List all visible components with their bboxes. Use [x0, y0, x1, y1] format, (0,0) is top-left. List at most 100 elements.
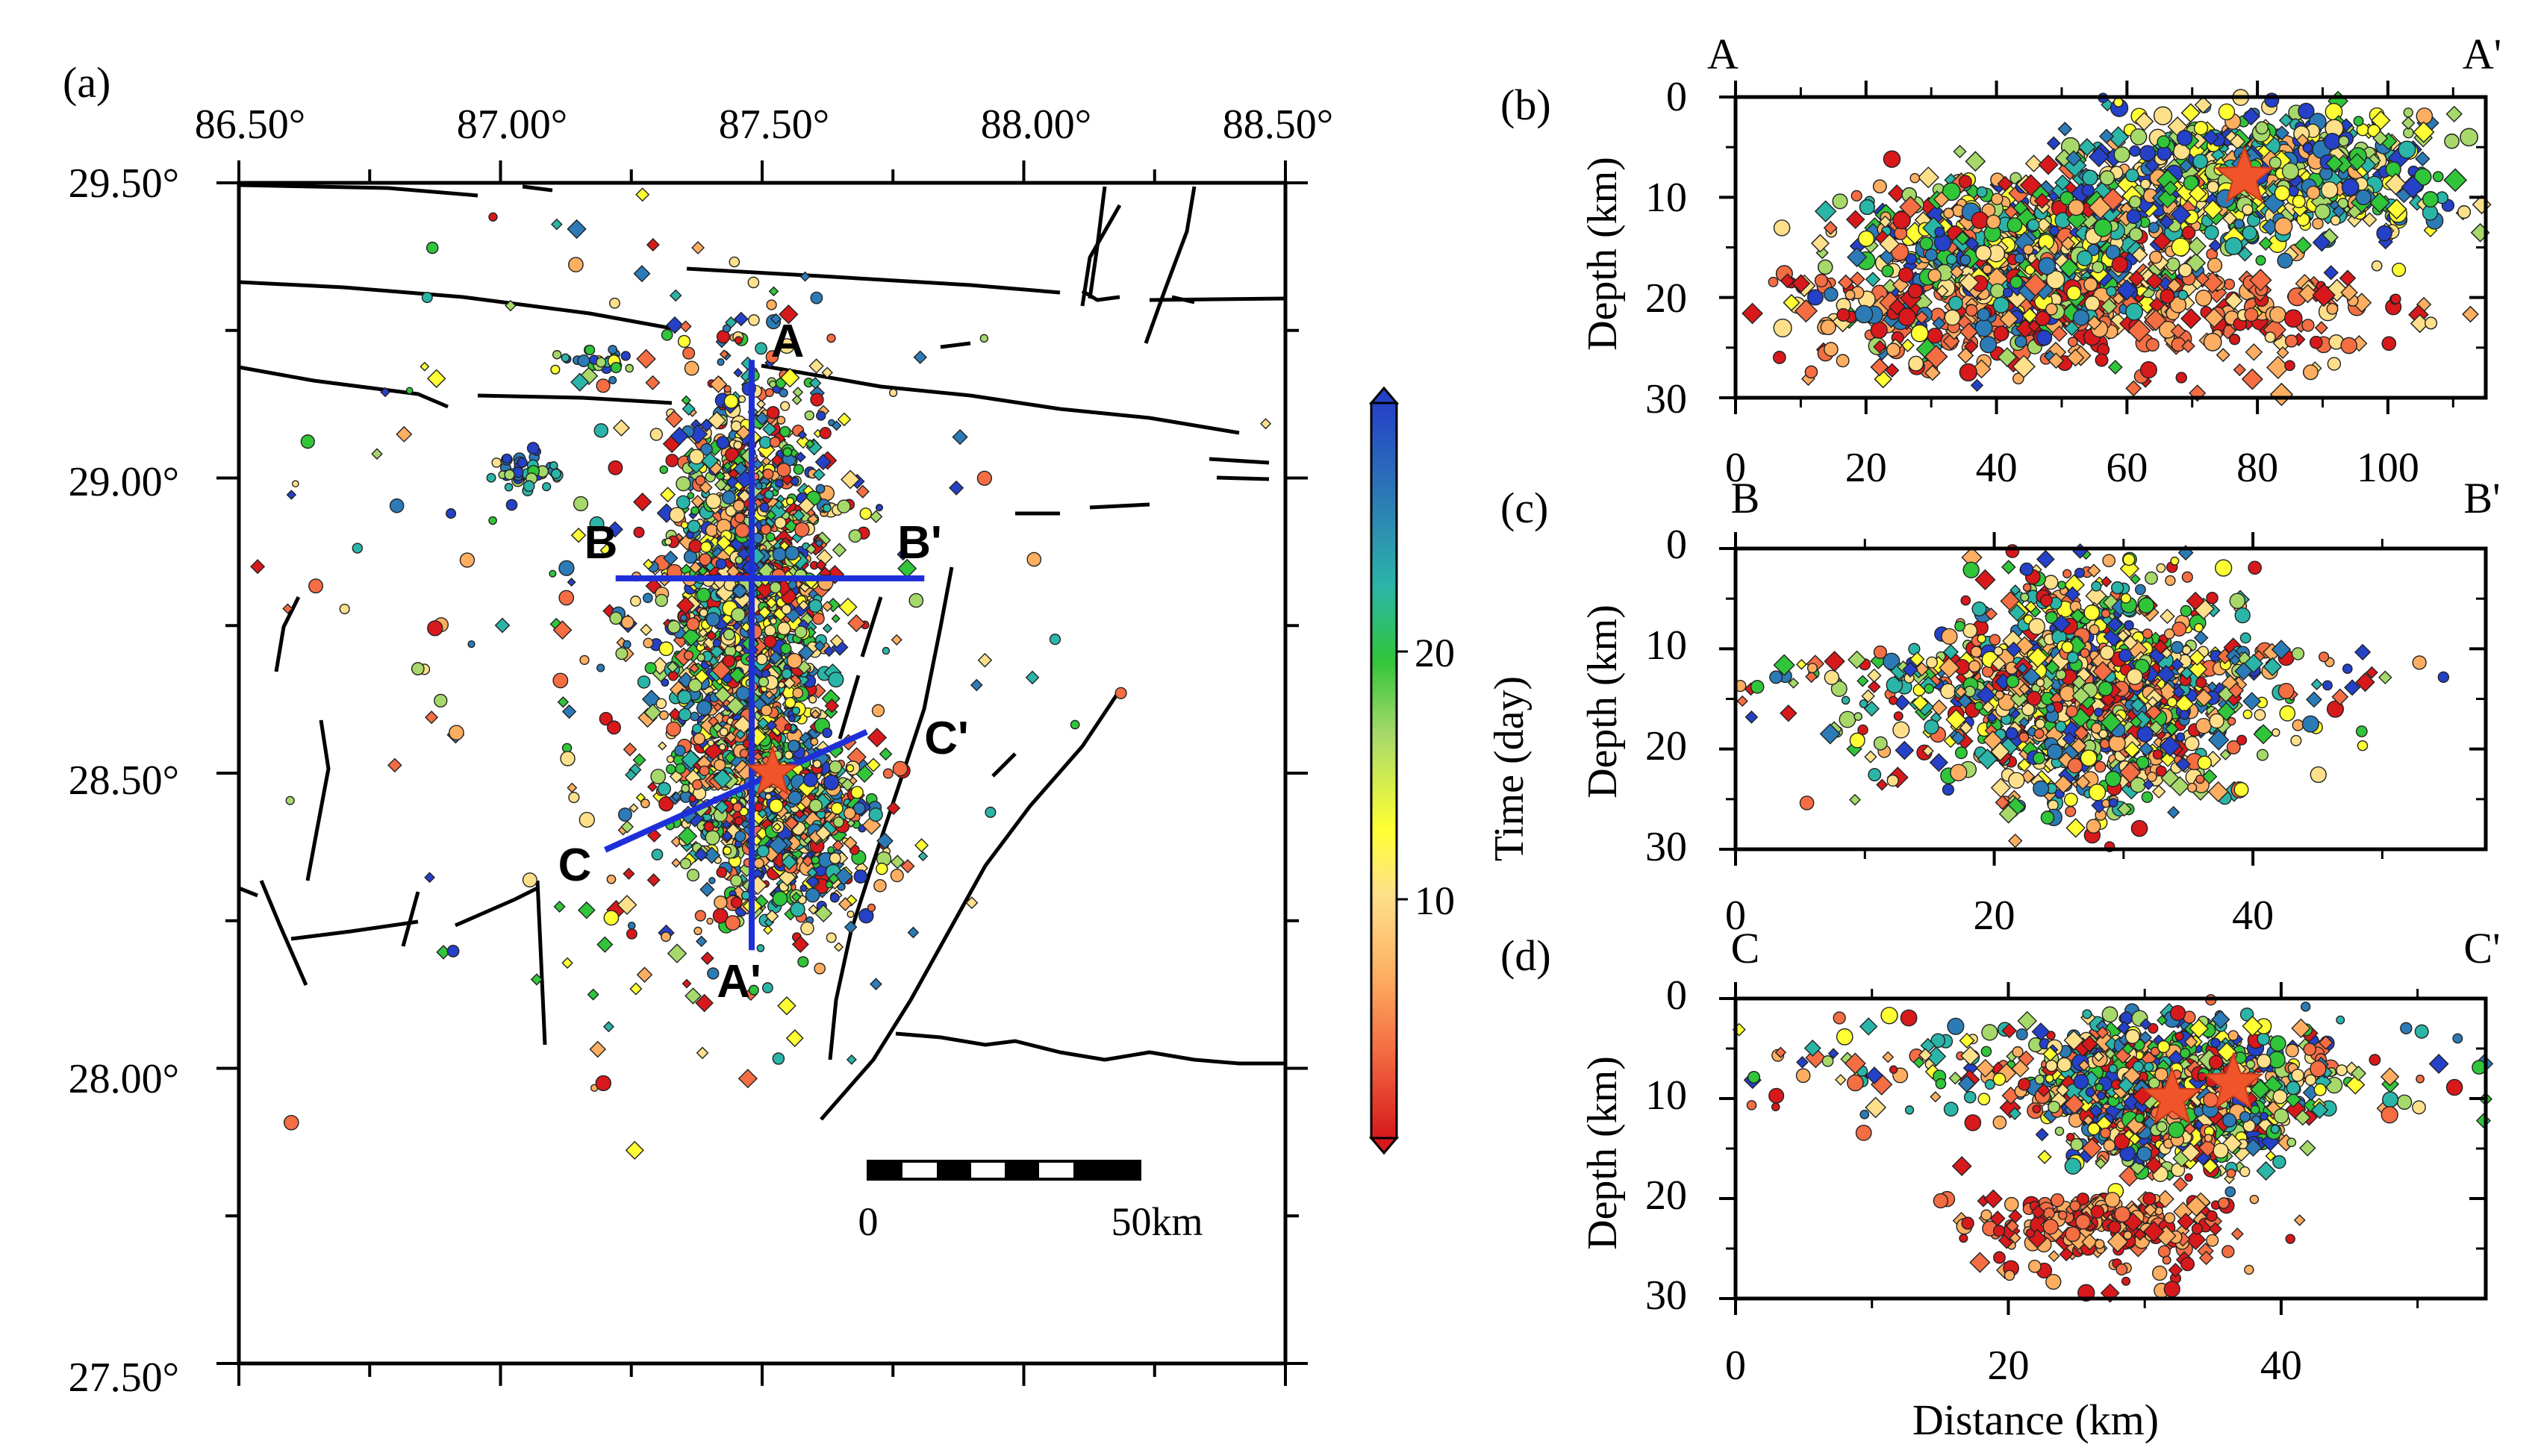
event-marker	[781, 604, 792, 615]
event-marker	[640, 799, 650, 808]
event-marker	[644, 662, 657, 675]
event-marker	[777, 996, 796, 1016]
event-marker	[769, 799, 784, 813]
event-marker	[595, 1075, 611, 1092]
event-marker	[729, 256, 740, 268]
fault-line	[401, 891, 420, 947]
event-marker	[2381, 336, 2397, 351]
event-marker	[760, 704, 773, 716]
event-marker	[420, 361, 430, 372]
event-marker	[637, 675, 651, 689]
fault-line	[454, 886, 539, 928]
event-marker	[826, 932, 837, 943]
event-marker	[675, 763, 686, 775]
event-marker	[2376, 225, 2392, 242]
event-marker	[765, 532, 776, 543]
event-marker	[780, 643, 792, 654]
event-marker	[459, 552, 476, 568]
event-marker	[691, 779, 703, 790]
event-marker	[684, 360, 699, 376]
event-marker	[558, 560, 575, 576]
event-marker	[985, 806, 997, 818]
latitude-tick-label: 29.50°	[69, 160, 179, 207]
event-marker	[690, 506, 699, 516]
event-marker	[1114, 687, 1127, 699]
event-marker	[1870, 321, 1888, 339]
event-marker	[629, 982, 643, 996]
scale-bar-segment	[937, 1161, 971, 1179]
longitude-tick-label: 87.50°	[719, 101, 829, 148]
event-marker	[767, 406, 780, 419]
event-marker	[2403, 107, 2413, 118]
event-marker	[730, 874, 743, 887]
event-marker	[755, 342, 767, 355]
event-marker	[584, 344, 596, 356]
event-marker	[808, 799, 823, 813]
event-marker	[649, 428, 663, 441]
event-marker	[505, 499, 518, 511]
event-marker	[693, 926, 702, 936]
event-marker	[633, 526, 645, 538]
event-marker	[829, 893, 840, 903]
event-marker	[2255, 254, 2266, 266]
event-marker	[723, 846, 732, 855]
fault-line	[1216, 475, 1270, 481]
event-marker	[300, 434, 315, 449]
event-marker	[542, 482, 552, 492]
event-marker	[779, 304, 799, 325]
event-marker	[764, 387, 774, 398]
profile-end-label: A'	[2463, 30, 2501, 78]
event-marker	[825, 881, 833, 889]
event-marker	[843, 807, 856, 820]
event-marker	[2309, 335, 2323, 349]
event-marker	[2145, 337, 2160, 351]
event-marker	[690, 711, 699, 722]
event-marker	[593, 423, 609, 438]
event-marker	[822, 728, 833, 738]
fault-line	[238, 280, 673, 331]
event-marker	[712, 638, 722, 648]
event-marker	[568, 791, 580, 804]
colorbar-gradient	[1370, 402, 1398, 1140]
event-marker	[2457, 205, 2472, 219]
event-marker	[661, 678, 670, 687]
event-marker	[772, 1052, 785, 1065]
event-marker	[676, 495, 690, 510]
event-marker	[882, 646, 891, 655]
event-marker	[2166, 257, 2180, 272]
event-marker	[625, 363, 634, 373]
fault-line	[991, 752, 1017, 778]
event-marker	[561, 353, 570, 363]
event-marker	[827, 846, 835, 854]
event-marker	[549, 569, 557, 578]
event-marker	[700, 541, 712, 553]
event-marker	[979, 334, 989, 343]
event-marker	[283, 1114, 299, 1131]
scale-bar-segment	[868, 1161, 902, 1179]
event-marker	[703, 821, 714, 832]
event-marker	[596, 378, 611, 393]
event-marker	[250, 559, 266, 575]
event-marker	[517, 457, 528, 468]
event-marker	[2398, 140, 2416, 159]
event-marker	[558, 590, 575, 606]
longitude-tick-label: 87.00°	[457, 101, 567, 148]
fault-line	[477, 393, 673, 405]
event-marker	[683, 650, 694, 660]
event-marker	[446, 508, 457, 519]
event-marker	[2341, 178, 2360, 196]
event-marker	[677, 334, 691, 349]
event-marker	[577, 354, 590, 368]
fault-line	[1080, 204, 1122, 307]
event-marker	[2432, 171, 2444, 183]
event-marker	[779, 425, 791, 437]
event-marker	[599, 711, 613, 726]
event-marker	[873, 879, 887, 893]
event-marker	[636, 349, 656, 369]
event-marker	[666, 316, 684, 334]
event-marker	[606, 874, 617, 884]
event-marker	[913, 350, 927, 364]
event-marker	[811, 855, 820, 865]
event-marker	[696, 587, 711, 603]
event-marker	[867, 728, 888, 748]
